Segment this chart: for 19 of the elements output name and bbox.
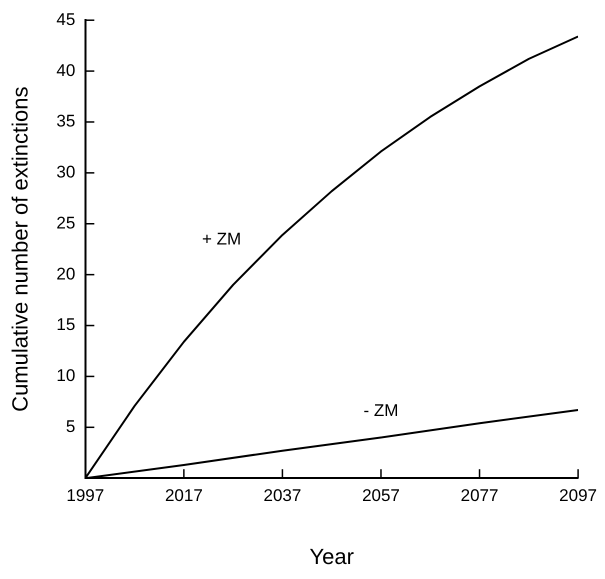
y-tick-label: 40 (56, 60, 76, 80)
y-tick-label: 35 (56, 112, 76, 131)
x-tick-label: 2057 (362, 486, 400, 506)
series-label: + ZM (202, 230, 242, 249)
y-tick-label: 25 (56, 213, 76, 232)
y-tick-label: 5 (66, 417, 76, 436)
series-label: - ZM (364, 401, 398, 420)
x-axis-title: Year (309, 544, 354, 569)
y-tick-label: 20 (56, 264, 76, 284)
x-tick-label: 2077 (460, 486, 498, 506)
x-tick-label: 2017 (164, 486, 203, 506)
y-tick-label: 30 (56, 162, 76, 182)
x-tick-label: 1997 (66, 486, 104, 506)
y-tick-label: 10 (56, 366, 76, 386)
y-tick-label: 45 (56, 10, 76, 29)
x-tick-label: 2037 (264, 486, 302, 506)
x-tick-label: 2097 (559, 486, 598, 506)
y-axis-title: Cumulative number of extinctions (7, 86, 32, 412)
y-tick-label: 15 (56, 315, 76, 334)
